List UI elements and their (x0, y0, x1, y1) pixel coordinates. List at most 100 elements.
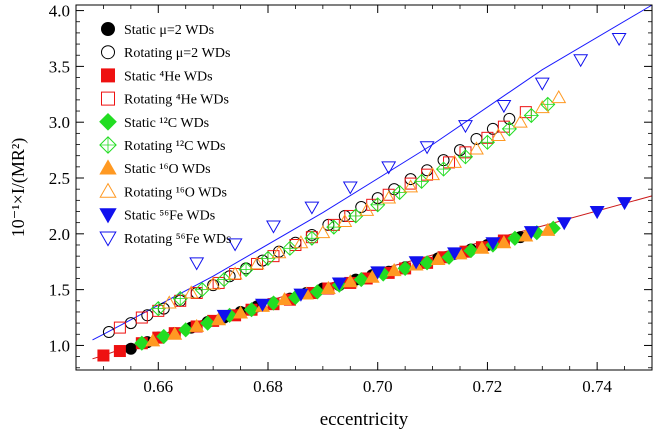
data-point (342, 181, 358, 195)
data-point (255, 298, 270, 312)
legend-marker (99, 159, 117, 175)
data-point (200, 315, 216, 331)
data-point (304, 201, 320, 215)
y-tick-label: 1.0 (49, 336, 70, 355)
data-point (617, 197, 633, 211)
legend-marker (101, 45, 115, 60)
data-point (189, 257, 205, 271)
data-point (408, 256, 424, 270)
data-point (496, 235, 512, 249)
legend: Static μ=2 WDs Rotating μ=2 WDs Static ⁴He… (99, 22, 232, 247)
legend-marker (99, 182, 117, 198)
data-point (519, 106, 532, 119)
data-point (425, 167, 441, 181)
data-point (266, 220, 281, 234)
plot-frame (75, 4, 653, 371)
legend-label: Static ⁴He WDs (124, 69, 213, 84)
data-points (97, 33, 633, 362)
data-point (490, 127, 506, 142)
data-point (145, 333, 161, 347)
x-axis-label: eccentricity (320, 409, 409, 430)
data-point (342, 274, 358, 288)
legend-label: Static ⁵⁶Fe WDs (124, 209, 215, 224)
legend-label: Static μ=2 WDs (124, 23, 214, 38)
data-point (540, 222, 556, 236)
data-point (233, 305, 249, 319)
data-point (265, 295, 282, 311)
data-point (403, 179, 419, 193)
data-point (404, 177, 417, 190)
data-point (512, 114, 528, 128)
data-point (353, 272, 369, 288)
y-tick-label: 2.0 (49, 225, 70, 244)
data-point (468, 141, 484, 155)
data-point (331, 277, 347, 291)
data-point (534, 100, 550, 114)
x-tick-label: 0.68 (253, 377, 283, 396)
data-point (97, 349, 110, 362)
data-point (102, 326, 115, 339)
series-8 (216, 197, 633, 323)
x-tick-label: 0.66 (143, 377, 173, 396)
legend-label: Static ¹⁶O WDs (124, 162, 211, 177)
data-point (243, 302, 260, 318)
legend-label: Rotating ⁴He WDs (124, 93, 229, 108)
data-point (364, 269, 380, 283)
data-point (216, 309, 232, 323)
y-tick-label: 3.5 (49, 57, 70, 76)
data-point (386, 263, 402, 277)
data-point (397, 260, 413, 277)
data-point (271, 245, 287, 259)
data-point (447, 154, 462, 168)
data-point (337, 213, 353, 227)
data-point (523, 226, 539, 240)
data-point (276, 292, 292, 306)
data-point (189, 318, 205, 332)
legend-label: Rotating ¹²C WDs (124, 139, 225, 154)
data-point (205, 276, 221, 290)
y-tick-label: 4.0 (49, 2, 70, 21)
legend-label: Rotating μ=2 WDs (124, 46, 230, 61)
x-tick-label: 0.74 (582, 377, 612, 396)
y-tick-label: 3.0 (49, 113, 70, 132)
data-point (178, 322, 194, 338)
data-point (573, 54, 589, 68)
x-tick-label: 0.72 (473, 377, 503, 396)
legend-marker (101, 22, 115, 36)
data-point (507, 230, 523, 246)
legend-marker (101, 91, 115, 106)
x-tick-label: 0.70 (363, 377, 393, 396)
data-point (463, 242, 479, 259)
y-tick-label: 1.5 (49, 281, 70, 300)
data-point (167, 326, 183, 340)
data-point (534, 77, 550, 91)
data-point (227, 238, 243, 252)
data-point (135, 311, 148, 324)
data-point (589, 206, 605, 220)
y-tick-label: 2.5 (49, 169, 70, 188)
data-point (183, 285, 199, 299)
data-point (156, 328, 172, 345)
data-point (430, 251, 446, 265)
legend-marker (101, 68, 115, 83)
legend-label: Rotating ¹⁶O WDs (124, 185, 227, 200)
data-point (293, 288, 309, 302)
data-point (551, 90, 567, 104)
data-point (251, 257, 264, 270)
data-point (309, 284, 325, 300)
axis-ticks: 0.66 0.68 0.70 0.72 0.74 1.0 1.5 2.0 2.5 3.0 3.5 4.… (49, 2, 653, 396)
y-axis-label: 10⁻¹×I/(MR²) (8, 138, 29, 237)
legend-label: Static ¹²C WDs (124, 116, 209, 131)
data-point (229, 268, 242, 281)
data-point (404, 173, 417, 186)
data-point (227, 266, 243, 280)
legend-marker (99, 112, 117, 131)
data-point (161, 295, 177, 309)
data-point (293, 235, 309, 249)
series-5 (150, 96, 556, 317)
data-point (419, 255, 435, 271)
data-point (124, 342, 137, 355)
data-point (611, 33, 627, 47)
legend-marker (99, 208, 117, 224)
